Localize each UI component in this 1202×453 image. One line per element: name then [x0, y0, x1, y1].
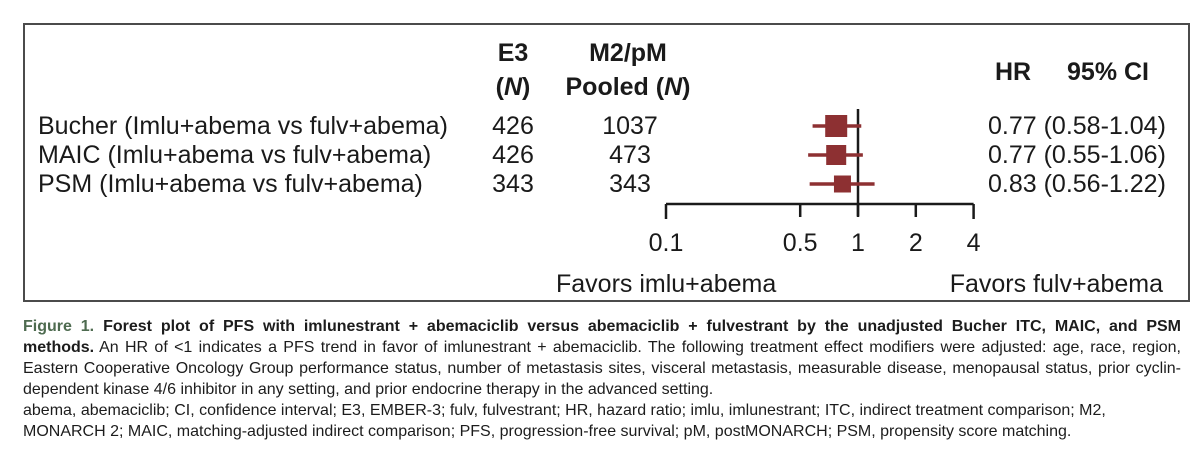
row-hr-ci-value: 0.83 (0.56-1.22) — [988, 170, 1166, 198]
caption-body: An HR of <1 indicates a PFS trend in fav… — [23, 339, 1181, 398]
row-pooled-n: 1037 — [602, 112, 658, 140]
pooled-label: Pooled — [565, 73, 656, 101]
row-e3-n: 343 — [492, 170, 534, 198]
favors-right-label: Favors fulv+abema — [949, 270, 1163, 298]
col-header-pooled-n: Pooled (N) — [565, 73, 690, 101]
row-e3-n: 426 — [492, 112, 534, 140]
row-e3-n: 426 — [492, 141, 534, 169]
row-label: MAIC (Imlu+abema vs fulv+abema) — [38, 141, 432, 169]
col-header-m2pm: M2/pM — [589, 39, 667, 67]
x-axis-tick-label: 4 — [966, 229, 981, 257]
paren-open: ( — [495, 73, 504, 101]
row-hr-ci-value: 0.77 (0.58-1.04) — [988, 112, 1166, 140]
caption-abbreviations: abema, abemaciclib; CI, confidence inter… — [23, 402, 1106, 440]
n-italic: N — [664, 73, 683, 101]
col-header-hr: HR — [994, 58, 1032, 86]
row-hr-ci-value: 0.77 (0.55-1.06) — [988, 141, 1166, 169]
col-header-95ci: 95% CI — [1067, 58, 1149, 86]
caption-main: Figure 1. Forest plot of PFS with imlunes… — [23, 316, 1181, 400]
col-header-e3-n: (N) — [496, 73, 531, 101]
row-label: Bucher (Imlu+abema vs fulv+abema) — [38, 112, 448, 140]
paren-close: ) — [682, 73, 691, 101]
row-label: PSM (Imlu+abema vs fulv+abema) — [38, 170, 423, 198]
n-italic: N — [503, 73, 523, 101]
x-axis-tick-label: 0.1 — [648, 229, 684, 257]
figure-caption: Figure 1. Forest plot of PFS with imlunes… — [23, 316, 1181, 442]
plot-panel-border — [23, 23, 1190, 302]
figure-number-label: Figure 1. — [23, 318, 95, 335]
col-header-e3: E3 — [497, 39, 529, 67]
favors-left-label: Favors imlu+abema — [556, 270, 777, 298]
caption-title: Forest plot of PFS with imlunestrant + a… — [23, 318, 1182, 356]
x-axis-tick-label: 0.5 — [782, 229, 818, 257]
x-axis-tick-label: 2 — [908, 229, 923, 257]
row-pooled-n: 343 — [609, 170, 651, 198]
paren-open: ( — [655, 73, 665, 101]
row-pooled-n: 473 — [609, 141, 651, 169]
paren-close: ) — [522, 73, 531, 101]
x-axis-tick-label: 1 — [851, 229, 865, 257]
